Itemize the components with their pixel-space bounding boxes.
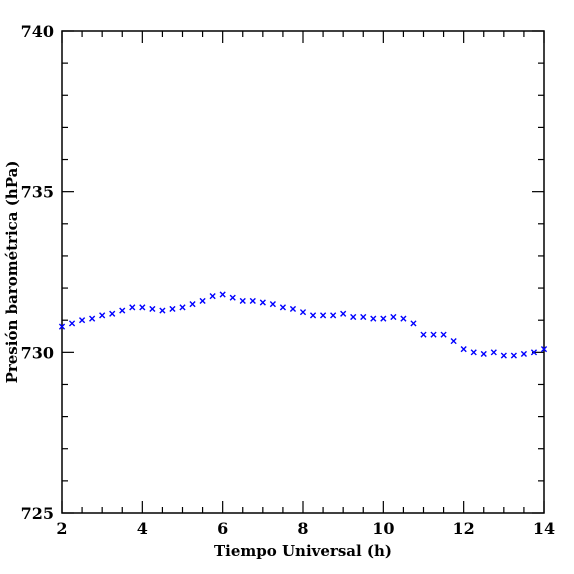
data-point xyxy=(149,305,156,313)
data-point xyxy=(440,331,447,338)
data-point xyxy=(239,297,246,305)
data-point xyxy=(159,307,166,314)
data-point xyxy=(450,337,457,345)
data-point xyxy=(109,310,116,317)
data-point xyxy=(490,349,497,356)
data-point xyxy=(269,301,276,308)
y-tick-label: 730 xyxy=(21,343,54,362)
data-point xyxy=(209,293,216,300)
data-point xyxy=(58,323,66,330)
data-point xyxy=(279,304,287,311)
y-axis-label: Presión barométrica (hPa) xyxy=(3,161,21,384)
data-point xyxy=(380,315,387,322)
data-point xyxy=(179,304,186,311)
data-point xyxy=(470,349,477,356)
plot-frame xyxy=(61,30,545,514)
data-point xyxy=(219,291,226,298)
data-point xyxy=(460,346,467,353)
data-point xyxy=(99,312,106,319)
data-point xyxy=(360,313,367,321)
data-point xyxy=(189,301,196,308)
data-point xyxy=(340,310,347,317)
x-tick-label: 4 xyxy=(137,519,148,538)
data-point xyxy=(410,320,417,327)
data-point xyxy=(370,315,377,322)
data-point xyxy=(309,312,317,319)
data-point xyxy=(169,305,176,313)
data-point xyxy=(259,299,266,306)
x-tick-label: 10 xyxy=(372,519,394,538)
tick-labels: 2 4 6 8 10 12 14 725 730 735 740 xyxy=(21,22,556,538)
x-tick-label: 6 xyxy=(217,519,228,538)
data-point xyxy=(330,312,337,319)
y-tick-label: 735 xyxy=(21,183,54,202)
x-tick-label: 12 xyxy=(453,519,475,538)
data-point xyxy=(289,305,297,313)
data-point xyxy=(480,350,487,358)
data-point xyxy=(199,297,206,305)
data-point xyxy=(420,331,427,338)
plot-border xyxy=(61,30,545,514)
x-tick-label: 14 xyxy=(533,519,555,538)
data-point xyxy=(319,312,327,319)
data-point xyxy=(400,315,407,322)
data-point xyxy=(119,307,126,314)
data-point xyxy=(78,317,86,324)
data-point xyxy=(129,304,136,311)
data-point xyxy=(299,309,307,316)
data-point xyxy=(500,352,507,359)
data-point xyxy=(68,320,76,327)
data-point xyxy=(540,346,548,353)
y-tick-label: 740 xyxy=(21,22,54,41)
data-point xyxy=(390,313,397,321)
data-point xyxy=(510,352,517,359)
data-point xyxy=(530,349,538,356)
data-point xyxy=(139,304,146,311)
x-tick-label: 8 xyxy=(297,519,308,538)
data-point xyxy=(229,294,236,301)
y-tick-label: 725 xyxy=(21,504,54,523)
data-markers xyxy=(58,291,548,359)
x-tick-label: 2 xyxy=(56,519,67,538)
axis-ticks xyxy=(61,30,545,514)
data-point xyxy=(520,350,528,358)
x-axis-label: Tiempo Universal (h) xyxy=(214,542,392,560)
data-point xyxy=(430,331,437,338)
data-point xyxy=(249,297,256,305)
data-point xyxy=(350,313,357,321)
data-point xyxy=(89,315,96,322)
